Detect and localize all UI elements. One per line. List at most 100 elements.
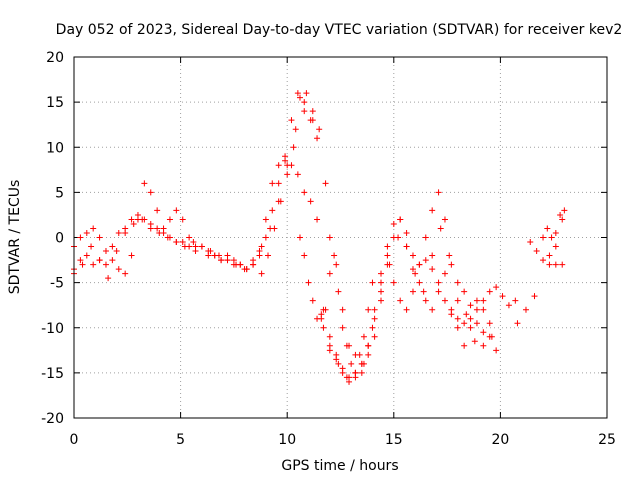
x-tick-label: 20 (491, 432, 509, 448)
data-point (333, 356, 340, 363)
data-point (102, 261, 109, 268)
x-axis-title: GPS time / hours (281, 458, 398, 474)
data-point (230, 257, 237, 264)
y-tick-label: 20 (46, 50, 64, 66)
data-point (360, 333, 367, 340)
data-point (371, 306, 378, 313)
data-point (339, 324, 346, 331)
data-point (331, 252, 338, 259)
data-point (403, 229, 410, 236)
data-point (540, 234, 547, 241)
data-point (160, 225, 167, 232)
data-point (292, 126, 299, 133)
data-point (301, 99, 308, 106)
data-point (314, 216, 321, 223)
data-point (275, 180, 282, 187)
data-point (269, 180, 276, 187)
data-point (339, 365, 346, 372)
data-point (365, 306, 372, 313)
data-point (275, 162, 282, 169)
data-point (309, 117, 316, 124)
data-point (527, 239, 534, 246)
data-point (83, 229, 90, 236)
data-point (290, 144, 297, 151)
data-point (294, 90, 301, 97)
data-point (435, 189, 442, 196)
data-point (371, 315, 378, 322)
data-point (378, 297, 385, 304)
data-point (258, 243, 265, 250)
data-point (241, 266, 248, 273)
series-track-e (296, 234, 376, 376)
data-point (343, 374, 350, 381)
data-point (505, 302, 512, 309)
data-point (365, 351, 372, 358)
data-point (480, 342, 487, 349)
data-point (420, 288, 427, 295)
series-track-g (527, 239, 566, 268)
data-point (397, 297, 404, 304)
data-point (467, 315, 474, 322)
data-point (262, 234, 269, 241)
data-point (390, 234, 397, 241)
data-point (105, 275, 112, 282)
data-point (403, 306, 410, 313)
data-point (546, 252, 553, 259)
data-point (271, 225, 278, 232)
data-point (269, 207, 276, 214)
data-point (552, 243, 559, 250)
data-point (378, 288, 385, 295)
data-point (147, 189, 154, 196)
data-point (493, 284, 500, 291)
data-point (448, 306, 455, 313)
data-point (522, 306, 529, 313)
data-point (514, 320, 521, 327)
data-point (335, 360, 342, 367)
data-point (384, 243, 391, 250)
data-point (473, 297, 480, 304)
data-point (186, 234, 193, 241)
data-point (96, 234, 103, 241)
data-point (531, 293, 538, 300)
data-point (288, 117, 295, 124)
data-point (378, 270, 385, 277)
data-point (493, 347, 500, 354)
data-point (463, 311, 470, 318)
data-point (416, 279, 423, 286)
data-point (437, 225, 444, 232)
data-point (343, 342, 350, 349)
y-tick-label: -5 (50, 276, 64, 292)
data-point (326, 234, 333, 241)
x-tick-label: 0 (70, 432, 79, 448)
data-point (446, 252, 453, 259)
data-point (378, 279, 385, 286)
data-point (409, 266, 416, 273)
data-point (557, 211, 564, 218)
data-point (369, 324, 376, 331)
data-point (265, 252, 272, 259)
data-point (348, 360, 355, 367)
data-point (305, 279, 312, 286)
data-point (480, 297, 487, 304)
x-tick-label: 5 (176, 432, 185, 448)
data-point (309, 108, 316, 115)
data-point (429, 266, 436, 273)
data-point (435, 279, 442, 286)
data-point (262, 216, 269, 223)
x-tick-label: 15 (385, 432, 403, 448)
data-point (409, 288, 416, 295)
data-point (284, 171, 291, 178)
series-track-c (71, 108, 495, 381)
chart-title: Day 052 of 2023, Sidereal Day-to-day VTE… (56, 22, 623, 38)
plot-frame (73, 56, 608, 419)
data-point (441, 216, 448, 223)
data-point (322, 180, 329, 187)
data-point (316, 126, 323, 133)
data-point (224, 257, 231, 264)
data-point (301, 108, 308, 115)
data-point (139, 216, 146, 223)
data-point (552, 261, 559, 268)
data-point (122, 270, 129, 277)
data-point (205, 252, 212, 259)
data-point (79, 261, 86, 268)
